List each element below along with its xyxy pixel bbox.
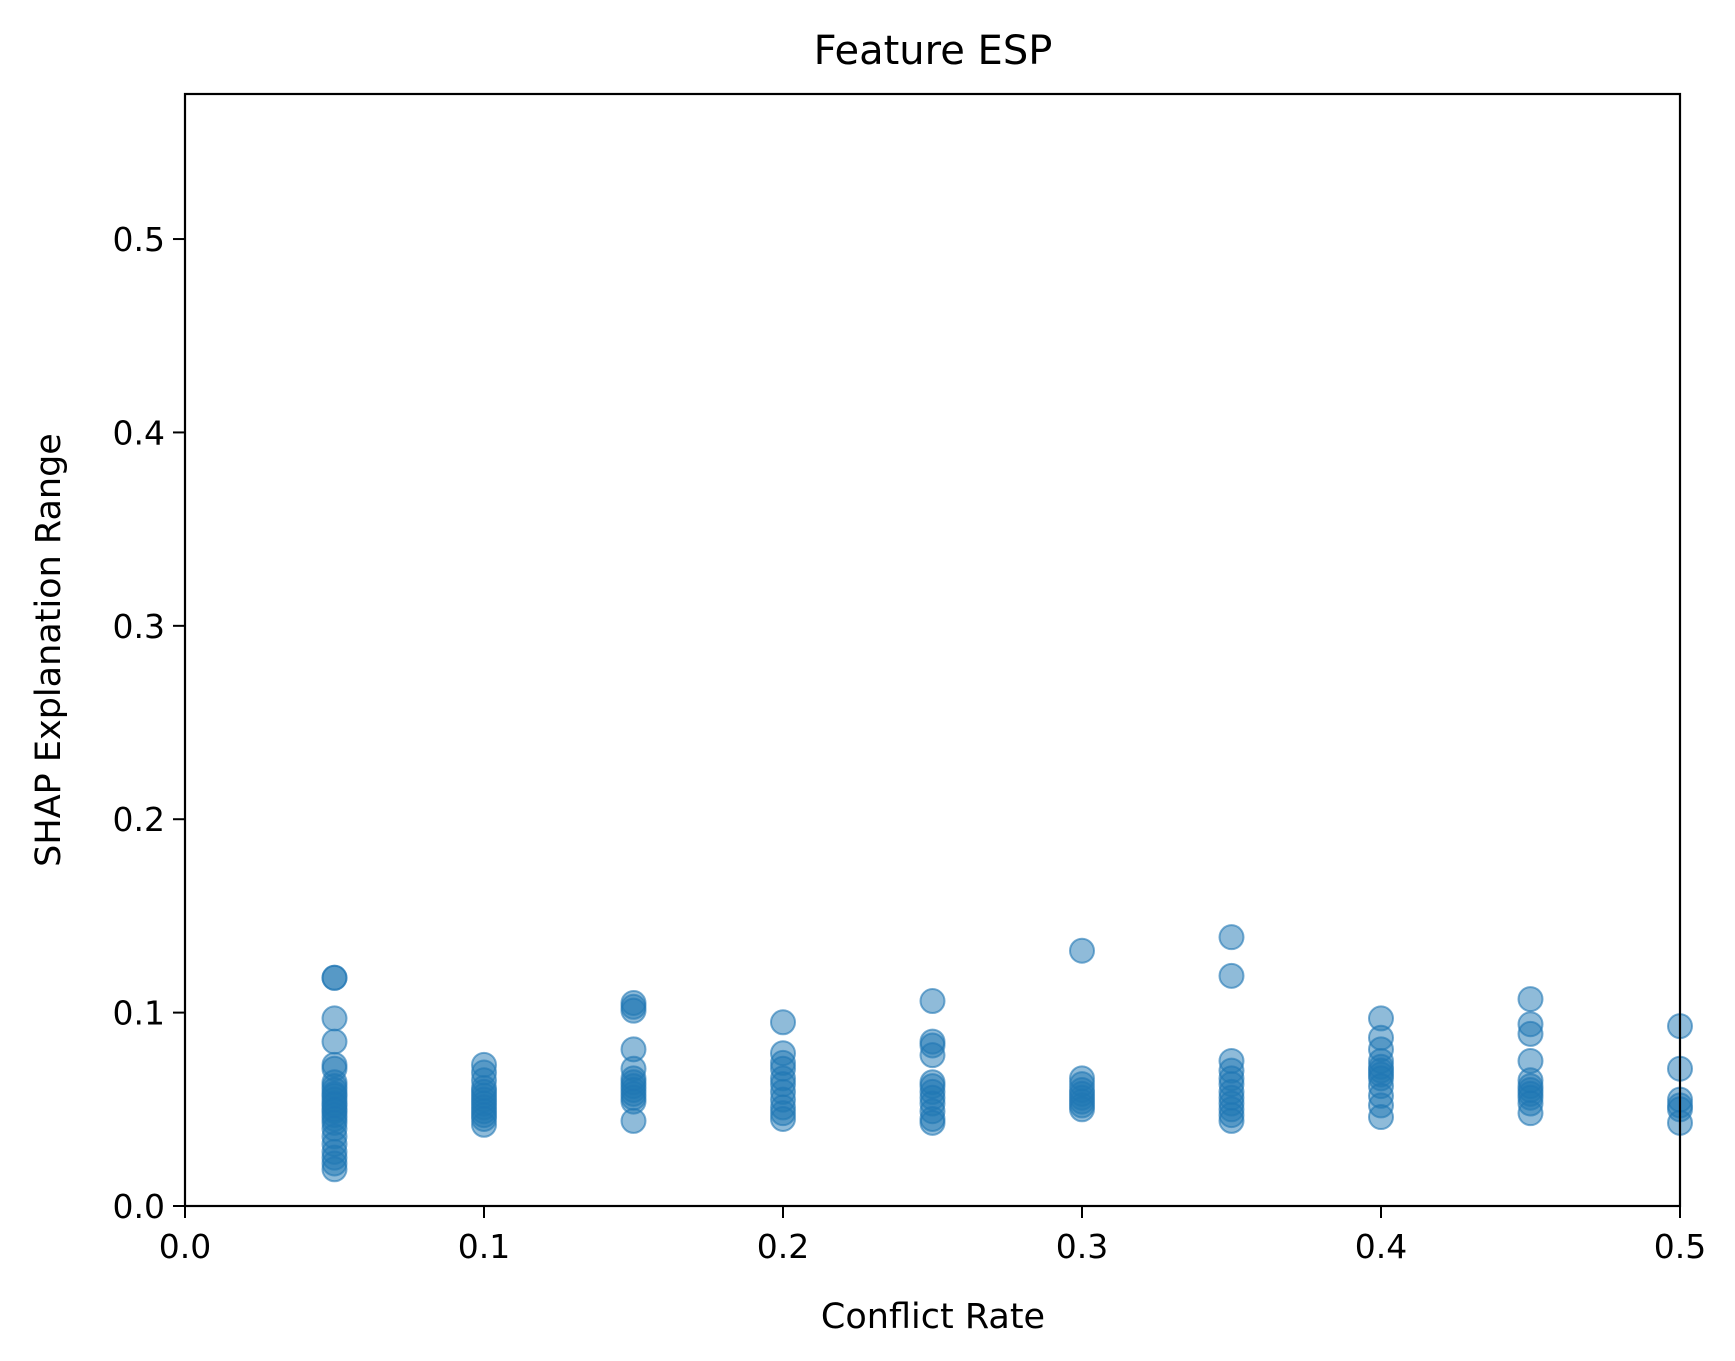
scatter-point (1218, 924, 1245, 951)
scatter-point (471, 1111, 497, 1138)
scatter-point (620, 997, 647, 1024)
x-tick-label: 0.0 (159, 1227, 211, 1266)
scatter-point (1069, 1096, 1095, 1123)
scatter-point (620, 1107, 647, 1134)
y-tick-label: 0.0 (113, 1187, 165, 1226)
x-tick-label: 0.4 (1355, 1227, 1407, 1266)
scatter-point (321, 1156, 348, 1183)
scatter-point (321, 1028, 348, 1055)
scatter-point (1517, 1020, 1544, 1047)
scatter-point (321, 964, 348, 991)
y-tick-label: 0.1 (113, 994, 165, 1033)
scatter-point (1218, 962, 1245, 989)
y-axis-ticks: 0.0 0.1 0.2 0.3 0.4 0.5 (113, 220, 185, 1226)
scatter-point (919, 1042, 946, 1069)
scatter-point (1517, 1100, 1544, 1127)
scatter-point (770, 1009, 796, 1036)
x-axis-ticks: 0.0 0.1 0.2 0.3 0.4 0.5 (159, 1206, 1706, 1266)
plot-frame (183, 92, 1682, 1208)
scatter-point (919, 988, 946, 1015)
y-axis-label: SHAP Explanation Range (29, 433, 69, 867)
scatter-point (321, 1005, 348, 1032)
scatter-point (919, 1109, 946, 1136)
y-tick-label: 0.2 (113, 800, 165, 839)
points-layer (321, 924, 1693, 1183)
scatter-point (1368, 1104, 1394, 1131)
x-axis-label: Conflict Rate (821, 1297, 1045, 1337)
scatter-point (1069, 937, 1095, 964)
scatter-point (1218, 1107, 1245, 1134)
chart-title: Feature ESP (814, 28, 1053, 74)
y-tick-label: 0.5 (113, 220, 165, 259)
y-tick-label: 0.3 (113, 607, 165, 646)
y-tick-label: 0.4 (113, 413, 165, 452)
scatter-point (770, 1105, 796, 1132)
x-tick-label: 0.5 (1654, 1227, 1706, 1266)
x-tick-label: 0.3 (1056, 1227, 1108, 1266)
x-tick-label: 0.1 (458, 1227, 510, 1266)
scatter-point (1517, 986, 1544, 1013)
x-tick-label: 0.2 (757, 1227, 809, 1266)
